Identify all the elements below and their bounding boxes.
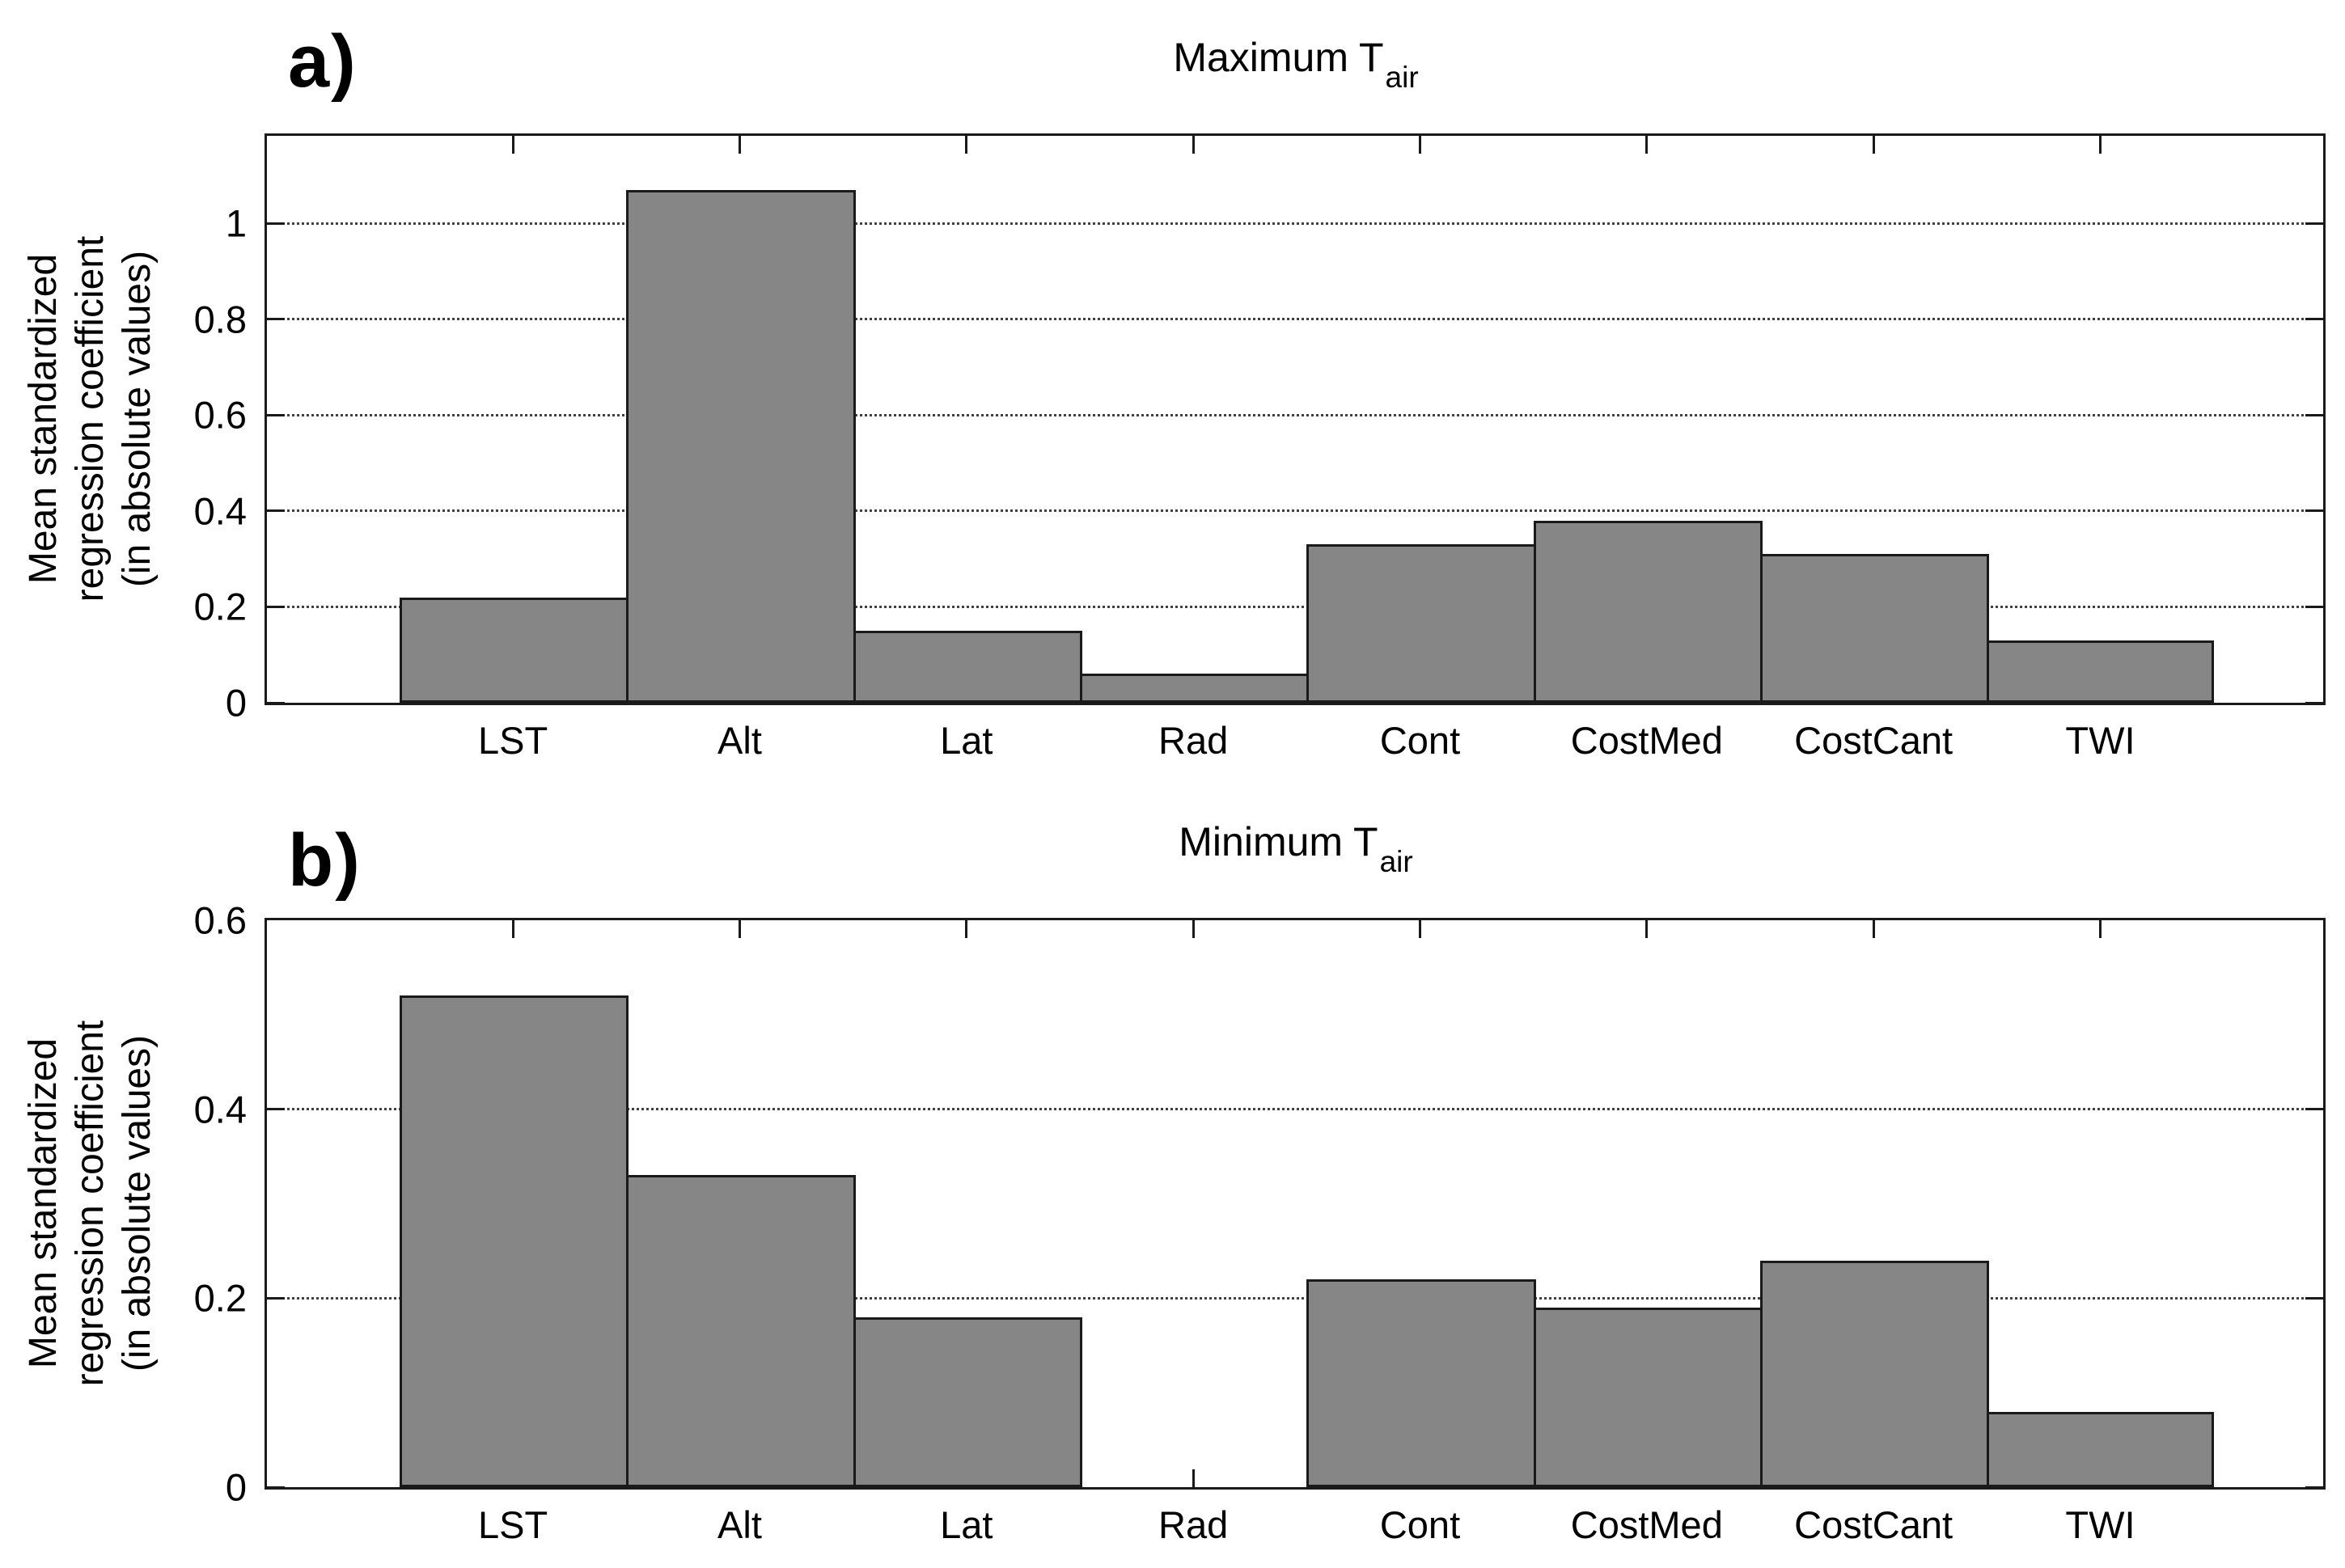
panel-a-title-subscript: air	[1385, 61, 1419, 94]
bar-Alt	[626, 1175, 856, 1487]
y-axis-label-line3: (in absolute values)	[116, 1034, 159, 1372]
bar-CostCant	[1759, 1260, 1990, 1487]
right-tick-mark	[2305, 1296, 2323, 1300]
gridline-y-0.8	[267, 318, 2323, 321]
x-tick-label-CostCant: CostCant	[1794, 719, 1953, 762]
right-tick-mark	[2305, 318, 2323, 321]
y-tick-label-0.8: 0.8	[193, 298, 247, 341]
top-tick-mark-CostCant	[1872, 920, 1875, 938]
x-tick-label-Rad: Rad	[1158, 1503, 1229, 1546]
top-tick-mark-Lat	[965, 920, 968, 938]
right-tick-mark	[2305, 1486, 2323, 1489]
y-tick-label-0.4: 0.4	[193, 1088, 247, 1131]
top-tick-mark-Alt	[738, 136, 741, 154]
right-tick-mark	[2305, 605, 2323, 608]
x-tick-label-Lat: Lat	[940, 1503, 993, 1546]
bar-Cont	[1306, 1278, 1536, 1487]
top-tick-mark-Rad	[1192, 136, 1195, 154]
panel-a-title-main: Maximum T	[1173, 35, 1384, 80]
panel-a-title: Maximum Tair	[265, 34, 2326, 94]
panel-b-title-main: Minimum T	[1179, 819, 1378, 864]
y-axis-label-line2: regression coefficient	[69, 235, 112, 602]
y-tick-label-1: 1	[225, 201, 247, 245]
y-tick-label-0.6: 0.6	[193, 898, 247, 942]
left-tick-mark	[267, 701, 285, 704]
top-tick-mark-Rad	[1192, 920, 1195, 938]
gridline-y-0.6	[267, 413, 2323, 416]
y-tick-label-0.4: 0.4	[193, 489, 247, 533]
top-tick-mark-CostMed	[1645, 920, 1649, 938]
gridline-y-1	[267, 222, 2323, 225]
x-tick-label-Alt: Alt	[717, 719, 762, 762]
right-tick-mark	[2305, 1108, 2323, 1111]
x-tick-label-CostMed: CostMed	[1570, 719, 1723, 762]
gridline-y-0.2	[267, 1296, 2323, 1300]
left-tick-mark	[267, 1108, 285, 1111]
right-tick-mark	[2305, 222, 2323, 225]
y-tick-label-0: 0	[225, 681, 247, 725]
bottom-tick-mark-Rad	[1192, 1469, 1195, 1487]
bar-LST	[400, 995, 629, 1487]
plot-area-maximum-tair	[265, 133, 2326, 705]
panel-a-label: a)	[288, 20, 358, 103]
right-tick-mark	[2305, 509, 2323, 513]
top-tick-mark-TWI	[2098, 920, 2102, 938]
bar-TWI	[1987, 1411, 2214, 1487]
x-tick-label-Cont: Cont	[1379, 719, 1461, 762]
bar-Lat	[853, 631, 1082, 703]
y-tick-label-0.2: 0.2	[193, 585, 247, 628]
x-tick-label-Cont: Cont	[1379, 1503, 1461, 1546]
left-tick-mark	[267, 1296, 285, 1300]
panel-b-y-axis-label: Mean standardized regression coefficient…	[20, 1021, 161, 1387]
right-tick-mark	[2305, 413, 2323, 416]
x-tick-label-LST: LST	[478, 719, 548, 762]
left-tick-mark	[267, 318, 285, 321]
left-tick-mark	[267, 222, 285, 225]
top-tick-mark-Cont	[1418, 920, 1421, 938]
gridline-y-0.2	[267, 605, 2323, 608]
bar-Lat	[853, 1317, 1082, 1487]
x-tick-label-TWI: TWI	[2065, 1503, 2135, 1546]
top-tick-mark-CostMed	[1645, 136, 1649, 154]
bar-Rad	[1079, 674, 1310, 703]
panel-b-title: Minimum Tair	[265, 818, 2326, 878]
top-tick-mark-CostCant	[1872, 136, 1875, 154]
x-tick-label-LST: LST	[478, 1503, 548, 1546]
bar-LST	[400, 597, 629, 703]
x-tick-label-CostCant: CostCant	[1794, 1503, 1953, 1546]
x-tick-label-CostMed: CostMed	[1570, 1503, 1723, 1546]
top-tick-mark-TWI	[2098, 136, 2102, 154]
y-axis-label-line1: Mean standardized	[22, 1038, 65, 1369]
bar-CostCant	[1759, 554, 1990, 703]
left-tick-mark	[267, 1486, 285, 1489]
plot-area-minimum-tair	[265, 918, 2326, 1490]
top-tick-mark-LST	[511, 920, 514, 938]
y-axis-label-line1: Mean standardized	[22, 253, 65, 585]
y-tick-label-0: 0	[225, 1465, 247, 1509]
top-tick-mark-Alt	[738, 920, 741, 938]
x-tick-label-Lat: Lat	[940, 719, 993, 762]
left-tick-mark	[267, 413, 285, 416]
right-tick-mark	[2305, 701, 2323, 704]
bar-TWI	[1987, 640, 2214, 703]
top-tick-mark-LST	[511, 136, 514, 154]
y-tick-label-0.2: 0.2	[193, 1276, 247, 1320]
bar-Alt	[626, 189, 856, 703]
gridline-y-0.4	[267, 509, 2323, 513]
left-tick-mark	[267, 509, 285, 513]
panel-b-title-subscript: air	[1379, 845, 1413, 878]
y-axis-label-line2: regression coefficient	[69, 1020, 112, 1387]
bar-CostMed	[1533, 1308, 1763, 1487]
x-tick-label-Alt: Alt	[717, 1503, 762, 1546]
x-tick-label-TWI: TWI	[2065, 719, 2135, 762]
y-tick-label-0.6: 0.6	[193, 393, 247, 437]
bar-CostMed	[1533, 520, 1763, 703]
gridline-y-0.4	[267, 1108, 2323, 1111]
left-tick-mark	[267, 605, 285, 608]
top-tick-mark-Cont	[1418, 136, 1421, 154]
top-tick-mark-Lat	[965, 136, 968, 154]
panel-b-label: b)	[288, 819, 362, 902]
bar-Cont	[1306, 544, 1536, 703]
x-tick-label-Rad: Rad	[1158, 719, 1229, 762]
